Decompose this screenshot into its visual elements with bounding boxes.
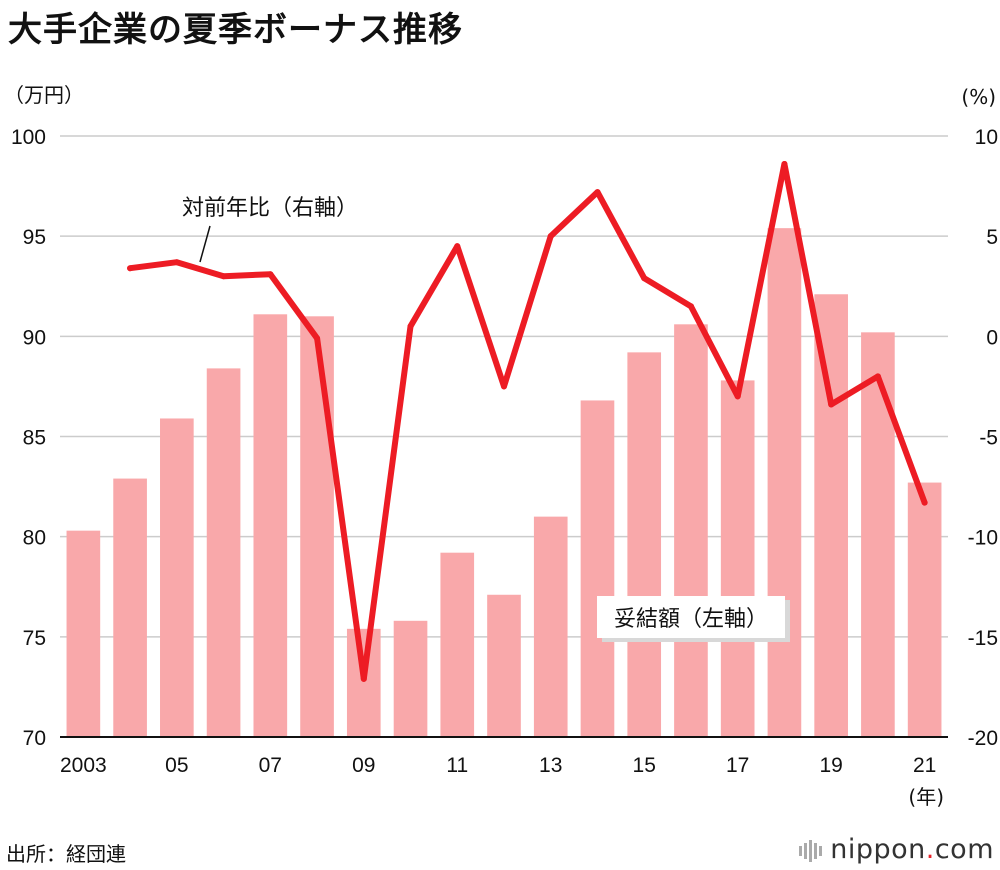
bar [160, 418, 194, 737]
right-axis-unit: (%) [961, 85, 996, 109]
bar [861, 332, 895, 737]
x-axis-tick-label: 09 [352, 754, 375, 777]
line-point [267, 271, 274, 278]
right-axis-tick-label: -10 [968, 527, 998, 550]
x-axis-tick-label: 13 [539, 754, 562, 777]
x-axis-tick-label: 15 [633, 754, 656, 777]
bar [206, 368, 241, 737]
right-axis-tick-label: -5 [979, 427, 998, 450]
x-axis-tick-label: 07 [259, 754, 282, 777]
x-axis-tick-label: 11 [446, 754, 468, 777]
line-point [594, 189, 601, 196]
line-point [454, 243, 461, 250]
line-series-label: 対前年比（右軸） [182, 196, 358, 221]
right-axis-tick-label: 0 [986, 326, 998, 349]
x-axis-tick-label: 17 [726, 754, 749, 777]
x-axis-tick-label: 2003 [60, 754, 107, 777]
annotations: 対前年比（右軸） 妥結額（左軸） [182, 196, 790, 642]
bar [66, 530, 101, 737]
line-point [641, 275, 648, 282]
line-point [501, 383, 507, 390]
right-axis-tick-label: -15 [968, 627, 998, 650]
bar [627, 352, 662, 737]
bar-label-box [597, 596, 785, 638]
left-axis-tick-label: 90 [23, 326, 46, 349]
left-axis-tick-label: 70 [23, 727, 46, 750]
line-path [127, 161, 928, 682]
right-axis-tick-label: -20 [968, 727, 998, 750]
bar [767, 228, 802, 738]
line-point [828, 401, 835, 408]
left-axis-tick-label: 100 [11, 126, 46, 149]
line-point [220, 273, 227, 280]
line-point [921, 499, 928, 506]
logo-tld: com [934, 834, 994, 865]
bar [393, 620, 428, 737]
nippon-logo: nippon. com [799, 834, 994, 865]
bar [346, 628, 381, 737]
bar-series-label: 妥結額（左軸） [614, 607, 768, 632]
line-point [173, 259, 180, 266]
left-axis-unit: （万円） [4, 83, 84, 107]
bar [580, 400, 615, 737]
right-axis-tick-label: 10 [975, 126, 998, 149]
line-point [734, 393, 741, 400]
line-point [781, 161, 788, 168]
left-axis-tick-label: 75 [23, 627, 46, 650]
logo-name: nippon [830, 834, 926, 865]
x-axis-tick-label: 05 [165, 754, 188, 777]
line-point [314, 335, 321, 342]
line-label-leader [199, 225, 211, 263]
source-note: 出所：経団連 [6, 842, 126, 866]
bar [113, 478, 147, 737]
line-point [687, 303, 694, 310]
line-series [127, 161, 928, 682]
x-axis-unit: (年) [908, 785, 944, 809]
bar [720, 380, 755, 737]
left-axis-tick-label: 80 [23, 527, 46, 550]
line-point [407, 323, 414, 330]
bar [533, 516, 568, 737]
logo-mark-icon [799, 834, 824, 865]
bar [300, 316, 334, 737]
left-axis-tick-label: 85 [23, 427, 46, 450]
x-axis-tick-label: 19 [819, 754, 842, 777]
left-axis-tick-label: 95 [23, 226, 46, 249]
line-point [874, 373, 881, 380]
chart-title: 大手企業の夏季ボーナス推移 [8, 10, 463, 50]
bar [253, 314, 288, 737]
logo-dot: . [925, 834, 935, 865]
bar [814, 294, 848, 737]
bar [487, 594, 521, 737]
line-point [547, 233, 554, 240]
bar [440, 552, 475, 737]
line-point [360, 675, 367, 682]
right-axis-tick-label: 5 [986, 226, 998, 249]
x-axis-tick-label: 21 [913, 754, 936, 777]
bar [907, 482, 942, 737]
bar [674, 324, 708, 737]
line-point [127, 265, 134, 272]
